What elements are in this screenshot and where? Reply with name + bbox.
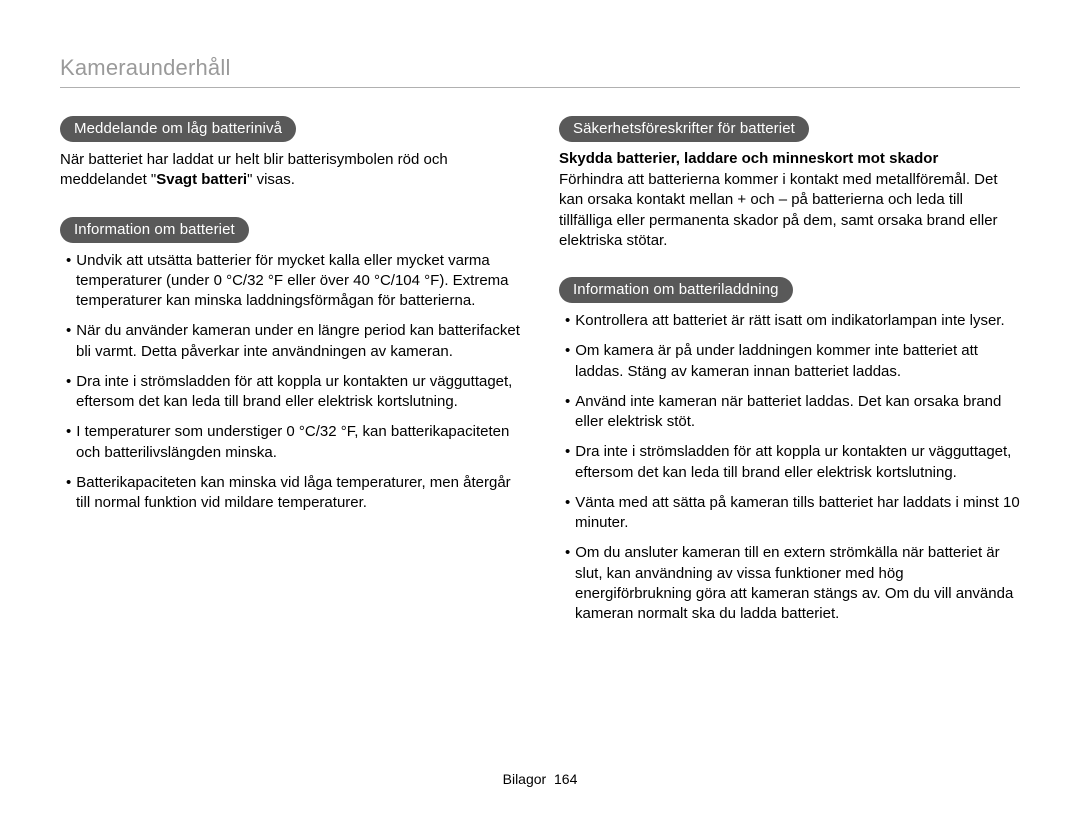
charging-info-list: Kontrollera att batteriet är rätt isatt … — [559, 311, 1020, 624]
page-footer: Bilagor 164 — [0, 771, 1080, 787]
content-columns: Meddelande om låg batterinivå När batter… — [60, 116, 1020, 650]
para-text-after: " visas. — [247, 171, 295, 188]
section-heading-charging-info: Information om batteriladdning — [559, 277, 793, 303]
left-column: Meddelande om låg batterinivå När batter… — [60, 116, 521, 650]
section-heading-battery-info: Information om batteriet — [60, 217, 249, 243]
title-rule — [60, 87, 1020, 88]
list-item: Om du ansluter kameran till en extern st… — [559, 543, 1020, 624]
list-item: Använd inte kameran när batteriet laddas… — [559, 392, 1020, 433]
manual-page: Kameraunderhåll Meddelande om låg batter… — [0, 0, 1080, 815]
list-item: Kontrollera att batteriet är rätt isatt … — [559, 311, 1020, 331]
page-title: Kameraunderhåll — [60, 55, 1020, 81]
right-column: Säkerhetsföreskrifter för batteriet Skyd… — [559, 116, 1020, 650]
list-item: I temperaturer som understiger 0 °C/32 °… — [60, 422, 521, 463]
section-heading-safety: Säkerhetsföreskrifter för batteriet — [559, 116, 809, 142]
section-heading-low-battery: Meddelande om låg batterinivå — [60, 116, 296, 142]
page-number: 164 — [554, 771, 577, 787]
list-item: Vänta med att sätta på kameran tills bat… — [559, 493, 1020, 534]
list-item: Undvik att utsätta batterier för mycket … — [60, 251, 521, 312]
list-item: Om kamera är på under laddningen kommer … — [559, 341, 1020, 382]
safety-paragraph: Förhindra att batterierna kommer i konta… — [559, 170, 1020, 251]
footer-label: Bilagor — [503, 771, 547, 787]
para-text-bold: Svagt batteri — [156, 171, 247, 188]
list-item: Dra inte i strömsladden för att koppla u… — [559, 442, 1020, 483]
low-battery-paragraph: När batteriet har laddat ur helt blir ba… — [60, 150, 521, 191]
battery-info-list: Undvik att utsätta batterier för mycket … — [60, 251, 521, 514]
list-item: Batterikapaciteten kan minska vid låga t… — [60, 473, 521, 514]
safety-subheading: Skydda batterier, laddare och minneskort… — [559, 150, 1020, 167]
list-item: När du använder kameran under en längre … — [60, 321, 521, 362]
list-item: Dra inte i strömsladden för att koppla u… — [60, 372, 521, 413]
